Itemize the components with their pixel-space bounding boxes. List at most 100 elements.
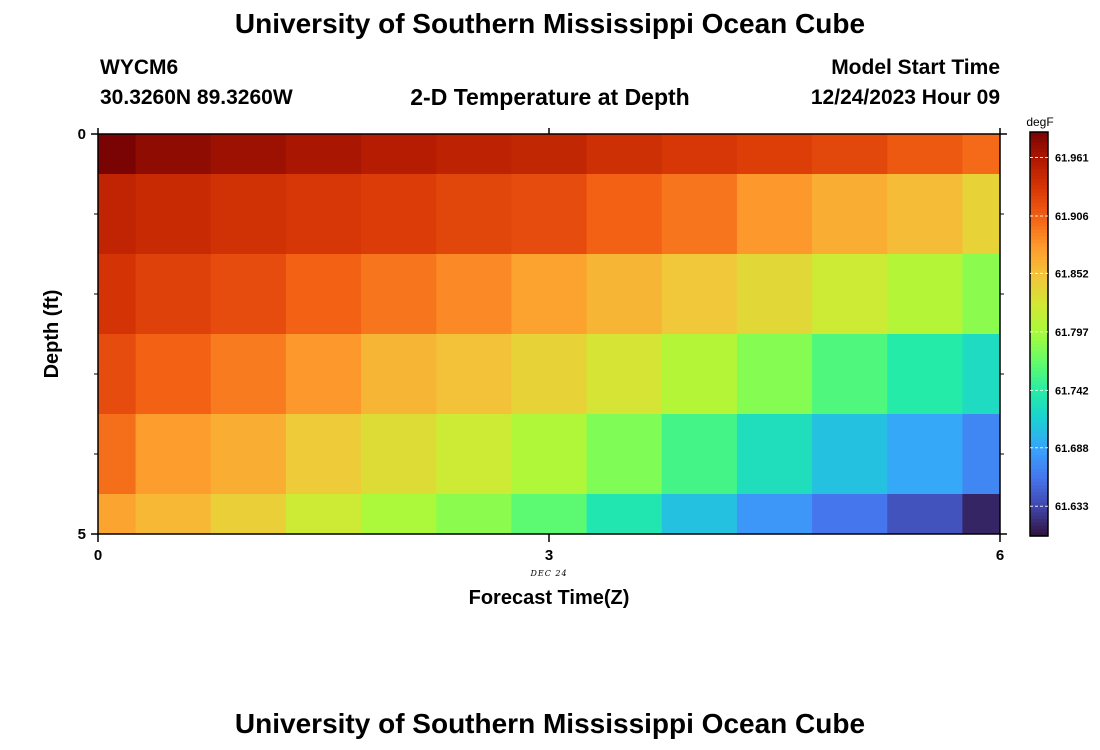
heatmap-cell xyxy=(661,254,738,335)
colorbar-segment xyxy=(1030,206,1048,211)
colorbar-segment xyxy=(1030,354,1048,359)
colorbar-segment xyxy=(1030,239,1048,244)
heatmap-cell xyxy=(812,174,888,255)
colorbar-segment xyxy=(1030,145,1048,150)
heatmap-cell xyxy=(361,414,437,495)
colorbar-segment xyxy=(1030,256,1048,261)
colorbar-segment xyxy=(1030,384,1048,389)
colorbar-segment xyxy=(1030,222,1048,227)
colorbar-segment xyxy=(1030,357,1048,362)
colorbar-tick-label: 61.797 xyxy=(1055,327,1089,339)
heatmap-cell xyxy=(98,134,137,175)
heatmap-cell xyxy=(586,174,663,255)
heatmap-cell xyxy=(285,254,362,335)
colorbar-segment xyxy=(1030,344,1048,349)
heatmap-cell xyxy=(361,254,437,335)
colorbar-segment xyxy=(1030,246,1048,251)
colorbar-segment xyxy=(1030,455,1048,460)
heatmap-cell xyxy=(661,134,738,175)
heatmap-cell xyxy=(361,134,437,175)
colorbar-segment xyxy=(1030,296,1048,301)
heatmap-cell xyxy=(962,134,1001,175)
colorbar-segment xyxy=(1030,273,1048,278)
colorbar-segment xyxy=(1030,280,1048,285)
heatmap-cell xyxy=(511,494,588,535)
model-start-label: Model Start Time xyxy=(831,56,1000,79)
colorbar-tick-label: 61.688 xyxy=(1055,443,1089,455)
colorbar-segment xyxy=(1030,509,1048,514)
x-axis-label: Forecast Time(Z) xyxy=(469,587,630,609)
chart-title: University of Southern Mississippi Ocean… xyxy=(234,8,866,39)
colorbar-segment xyxy=(1030,401,1048,406)
colorbar-segment xyxy=(1030,158,1048,163)
colorbar-segment xyxy=(1030,226,1048,231)
colorbar-segment xyxy=(1030,142,1048,147)
heatmap-cell xyxy=(436,134,512,175)
colorbar-segment xyxy=(1030,381,1048,386)
heatmap-cell xyxy=(887,414,963,495)
heatmap-cell xyxy=(812,134,888,175)
heatmap-cell xyxy=(436,174,512,255)
heatmap-cell xyxy=(812,494,888,535)
colorbar-segment xyxy=(1030,162,1048,167)
colorbar-segment xyxy=(1030,445,1048,450)
heatmap-cell xyxy=(887,174,963,255)
heatmap-cell xyxy=(135,494,212,535)
heatmap-cell xyxy=(361,494,437,535)
colorbar-segment xyxy=(1030,290,1048,295)
heatmap-cell xyxy=(135,334,212,415)
heatmap-cell xyxy=(135,134,212,175)
heatmap-cell xyxy=(962,494,1001,535)
heatmap-cell xyxy=(511,334,588,415)
heatmap-cell xyxy=(661,174,738,255)
colorbar-segment xyxy=(1030,175,1048,180)
heatmap-cell xyxy=(210,174,287,255)
colorbar-segment xyxy=(1030,293,1048,298)
colorbar-segment xyxy=(1030,525,1048,530)
colorbar-segment xyxy=(1030,431,1048,436)
colorbar-segment xyxy=(1030,387,1048,392)
colorbar-segment xyxy=(1030,519,1048,524)
heatmap-cell xyxy=(98,334,137,415)
colorbar-segment xyxy=(1030,485,1048,490)
colorbar-segment xyxy=(1030,189,1048,194)
heatmap-cell xyxy=(210,334,287,415)
colorbar-segment xyxy=(1030,371,1048,375)
heatmap-cell xyxy=(98,414,137,495)
heatmap-cell xyxy=(98,254,137,335)
heatmap-cell xyxy=(135,174,212,255)
colorbar-segment xyxy=(1030,253,1048,258)
heatmap-cell xyxy=(887,134,963,175)
colorbar-segment xyxy=(1030,229,1048,234)
x-tick-label: 3 xyxy=(545,547,553,564)
colorbar-segment xyxy=(1030,482,1048,487)
colorbar-segment xyxy=(1030,495,1048,500)
heatmap-cell xyxy=(887,334,963,415)
colorbar-segment xyxy=(1030,320,1048,325)
colorbar-segment xyxy=(1030,408,1048,413)
colorbar-tick-label: 61.742 xyxy=(1055,385,1089,397)
heatmap-cell xyxy=(661,334,738,415)
heatmap-cell xyxy=(361,334,437,415)
colorbar-segment xyxy=(1030,283,1048,288)
colorbar-segment xyxy=(1030,394,1048,399)
colorbar-segment xyxy=(1030,172,1048,177)
axis-ticks: 0 3 605 xyxy=(78,126,1007,564)
heatmap-cell xyxy=(661,414,738,495)
colorbar-segment xyxy=(1030,418,1048,423)
heatmap-cell xyxy=(962,414,1001,495)
colorbar-segment xyxy=(1030,391,1048,396)
heatmap-cell xyxy=(98,494,137,535)
colorbar-segment xyxy=(1030,307,1048,312)
heatmap-cell xyxy=(285,494,362,535)
colorbar-segment xyxy=(1030,169,1048,173)
colorbar-segment xyxy=(1030,300,1048,305)
heatmap-cell xyxy=(736,494,813,535)
y-tick-label: 5 xyxy=(78,526,86,543)
heatmap-cell xyxy=(135,254,212,335)
colorbar-tick-label: 61.633 xyxy=(1055,501,1089,513)
colorbar-segment xyxy=(1030,532,1048,537)
colorbar-segment xyxy=(1030,243,1048,248)
colorbar-segment xyxy=(1030,259,1048,264)
colorbar-segment xyxy=(1030,414,1048,419)
